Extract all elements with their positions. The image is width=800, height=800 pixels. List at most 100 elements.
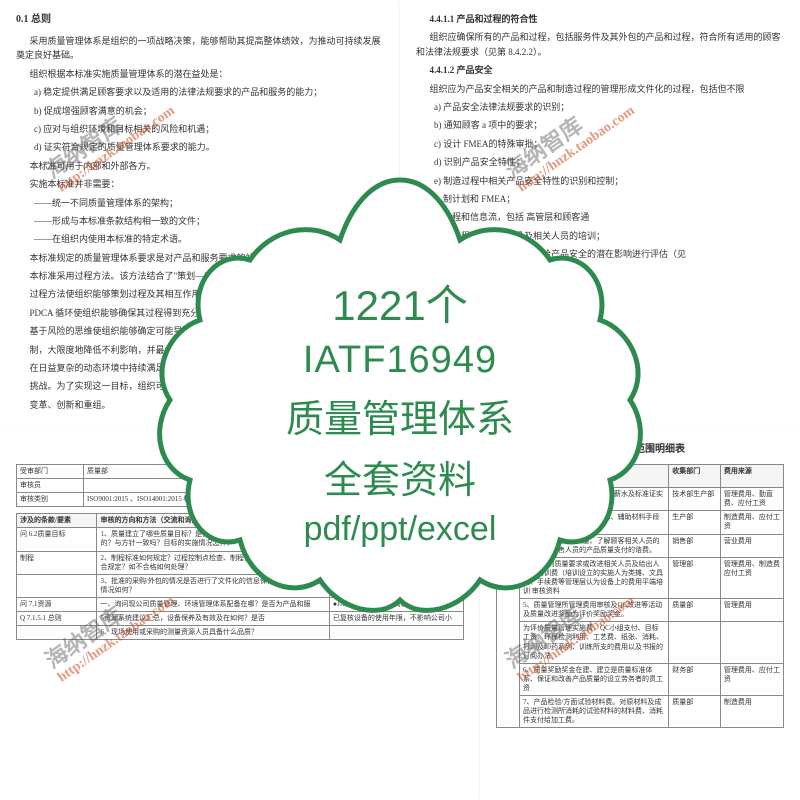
cell: 5资源系统建议汇总，设备保养及有效及在如何？是否 — [97, 612, 329, 626]
list-item: b) 促成增强顾客满意的机会； — [16, 104, 384, 118]
table-row: 归属资料 费用开支范围 收集部门 费用来源 — [497, 465, 784, 488]
table-row: 制程 2、制程标准如何规定？过程控制点检查、制程情况如何实施的？是否符合规定？如… — [17, 551, 464, 574]
cell: 2、制程标准如何规定？过程控制点检查、制程情况如何实施的？是否符合规定？如不合格… — [97, 551, 329, 574]
cell: 符合；目前设在实施 — [329, 574, 463, 597]
cell: 3、所方评定产品质量、了解顾客相关人员的差旅费和销售人员的产品质量支付的谘费。 — [519, 534, 668, 557]
cell: 2、为改变更生产支付的能源、辅助材料手段及借方绝缘的费用。 — [519, 511, 668, 534]
para: 组织应确保所有的产品和过程，包括服务件及其外包的产品和过程，符合所有适用的顾客和… — [416, 30, 784, 59]
table-row: 问 6.2质量目标 1、质量建立了哪些质量目标？是针对什么过程制定的目标管理方针… — [17, 528, 464, 551]
cell: 已复核设备的使用年限，不影响公司小 — [329, 612, 463, 626]
cell: 一、询问现公司质量管理、环境管理体系配备在哪？是否为产品和服 — [97, 597, 329, 611]
table-row: 为评价质量管理实施费、QC小组支付、目标工资、环保检测利用、工艺费、纸张、消耗、… — [497, 622, 784, 663]
para: 挑战。为了实现这一目标，组织可能会发现，除 — [16, 379, 384, 393]
document-cost-table: 质量成本范围明细表 归属资料 费用开支范围 收集部门 费用来源 1. 为改进更高… — [480, 430, 800, 800]
subsection-title: 4.4.1.2 产品安全 — [416, 63, 784, 77]
cell: 质量部 — [84, 465, 240, 479]
cell: 制造费用 — [720, 695, 783, 727]
cell: 审核员 — [17, 479, 84, 493]
cell: 财务部 — [669, 663, 721, 695]
cell: 1、质量建立了哪些质量目标？是针对什么过程制定的目标管理方针分解的？与方针一致吗… — [97, 528, 329, 551]
cell: 审核人 — [240, 465, 307, 479]
list-item: ——形成与本标准条款结构相一致的文件； — [16, 214, 384, 228]
cell — [720, 622, 783, 663]
list-item: 过程和信息流，包括 高管层和顾客通 — [416, 210, 784, 224]
para: 实施本标准并非需要： — [16, 177, 384, 191]
col-header: 现场审核情况 — [329, 514, 463, 528]
table-row: 7、产品检验/方面试验材料费。对原材料及成品进行检测所消耗的试验材料的材料费、消… — [497, 695, 784, 727]
table-row: 5、质量管理所管理费用审核及QC改进等活动及质量改进奖励为评价奖励奖金。 质量部… — [497, 599, 784, 622]
col-header: 费用来源 — [720, 465, 783, 488]
table-row: 6、现场使用或采购的测量资源人员具备什么品质？ — [17, 626, 464, 640]
para: 过程方法使组织能够策划过程及其相互作用。 — [16, 287, 384, 301]
col-header: 涉及的条款/要素 — [17, 514, 97, 528]
list-item: c) 设计 FMEA的特殊审批； — [416, 137, 784, 151]
para: 本标准采用过程方法。该方法结合了"策划—实施—检查—处置" — [16, 269, 384, 283]
table-row: 2、为改变更生产支付的能源、辅助材料手段及借方绝缘的费用。 生产部 制造费用、应… — [497, 511, 784, 534]
cell: 技术部生产部 — [669, 488, 721, 511]
list-item: b) 通知顾客 a 项中的要求； — [416, 118, 784, 132]
cell: 审核类别 — [17, 493, 84, 507]
cell: 为评价质量管理实施费、QC小组支付、目标工资、环保检测利用、工艺费、纸张、消耗、… — [519, 622, 668, 663]
cell: 问 7.1资源 — [17, 597, 97, 611]
table-row: 6、质量奖励奖金在建、建立是质量标准体系、保证和改善产品质量的设立劳务者的贯工资… — [497, 663, 784, 695]
table-row: 3、批准的采购/外包的情况是否进行了文件化的信息保存？上一次的审核情况如何？ 符… — [17, 574, 464, 597]
audit-detail-table: 涉及的条款/要素 审核的方向和方法（交流和询问/审阅/核查/检测/观察） 现场审… — [16, 513, 464, 640]
list-item: c) 应对与组织环境和目标相关的风险和机遇； — [16, 122, 384, 136]
col-header: 归属资料 — [497, 465, 520, 488]
table-row: 涉及的条款/要素 审核的方向和方法（交流和询问/审阅/核查/检测/观察） 现场审… — [17, 514, 464, 528]
cell: 受审部门 — [17, 465, 84, 479]
cell: 质量部 — [669, 599, 721, 622]
list-item: ——统一不同质量管理体系的架构； — [16, 196, 384, 210]
document-audit-table: 质量、环境管理体系 受审部门 质量部 审核人 审核员 审核日期 审核类别 ISO… — [0, 430, 480, 800]
document-product-safety: 4.4.1.1 产品和过程的符合性 组织应确保所有的产品和过程，包括服务件及其外… — [400, 0, 800, 430]
cell — [329, 626, 463, 640]
table-title: 质量成本范围明细表 — [496, 442, 784, 458]
cell: 问 6.2质量目标 — [17, 528, 97, 551]
cell — [17, 626, 97, 640]
cell: 制造费用、应付工资 — [720, 511, 783, 534]
table-row: 3、所方评定产品质量、了解顾客相关人员的差旅费和销售人员的产品质量支付的谘费。 … — [497, 534, 784, 557]
list-item: e) 制造过程中相关产品安全特性的识别和控制； — [416, 174, 784, 188]
cell: 生产部 — [669, 511, 721, 534]
list-item: 制计划和 FMEA； — [416, 192, 784, 206]
list-item: a) 产品安全法律法规要求的识别； — [416, 100, 784, 114]
cell: 6、质量奖励奖金在建、建立是质量标准体系、保证和改善产品质量的设立劳务者的贯工资 — [519, 663, 668, 695]
cost-detail-table: 归属资料 费用开支范围 收集部门 费用来源 1. 为改进更高的质量工艺人员的薪水… — [496, 464, 784, 728]
col-header: 收集部门 — [669, 465, 721, 488]
list-item: 条指定的资源（见 8.4.3.1）； — [416, 265, 784, 279]
cell: 6、现场使用或采购的测量资源人员具备什么品质？ — [97, 626, 329, 640]
list-item: 机构（通常为顾客） 所作的额外批准。 — [416, 302, 784, 316]
cell: 7、产品检验/方面试验材料费。对原材料及成品进行检测所消耗的试验材料的材料费、消… — [519, 695, 668, 727]
cell — [307, 465, 463, 479]
cell: 4、为达到质量要求或改进相关人员及给出人员的培训费（培训设立的实施人为类摊、文具… — [519, 557, 668, 598]
cell: Q 7.1.5.1 总则 — [17, 612, 97, 626]
audit-header-table: 受审部门 质量部 审核人 审核员 审核日期 审核类别 ISO9001:2015 … — [16, 464, 464, 507]
para: 组织应为产品安全相关的产品和制造过程的管理形成文件化的过程，包括但不限 — [416, 82, 784, 96]
para: PDCA 循环使组织能够确保其过程得到充分的资源和管理。 — [16, 306, 384, 320]
cell: 管理部 — [669, 557, 721, 598]
subsection-title: 4.4.1.1 产品和过程的符合性 — [416, 12, 784, 26]
table-row: 审核员 审核日期 — [17, 479, 464, 493]
cell: 质量部 — [669, 695, 721, 727]
cell: 管理费用 — [720, 599, 783, 622]
table-row: 审核类别 ISO9001:2015 、ISO14001:2015 标准（环境地理… — [17, 493, 464, 507]
cell: 审核日期 — [240, 479, 307, 493]
list-item: ——在组织内使用本标准的特定术语。 — [16, 232, 384, 246]
cell — [669, 622, 721, 663]
cell: 营业费用 — [720, 534, 783, 557]
para: 变革、创新和重组。 — [16, 398, 384, 412]
list-item: 的实施（见第 8.5.2.1） — [416, 284, 784, 298]
document-general-principles: 0.1 总则 采用质量管理体系是组织的一项战略决策，能够帮助其提高整体绩效，为推… — [0, 0, 400, 430]
table-row: 4、为达到质量要求或改进相关人员及给出人员的培训费（培训设立的实施人为类摊、文具… — [497, 557, 784, 598]
cell — [307, 479, 463, 493]
para: 组织根据本标准实施质量管理体系的潜在益处是： — [16, 67, 384, 81]
para: 基于风险的思维使组织能够确定可能导致其过程和质量 — [16, 324, 384, 338]
table-row: 受审部门 质量部 审核人 — [17, 465, 464, 479]
col-header: 费用开支范围 — [519, 465, 668, 488]
list-item: d) 识别产品安全特性； — [416, 155, 784, 169]
cell: 5、质量管理所管理费用审核及QC改进等活动及质量改进奖励为评价奖励奖金。 — [519, 599, 668, 622]
cell: 销售部 — [669, 534, 721, 557]
para: 采用质量管理体系是组织的一项战略决策，能够帮助其提高整体绩效，为推动可持续发展奠… — [16, 34, 384, 63]
list-item: 造过程中涉及的产品及相关人员的培训； — [416, 229, 784, 243]
list-item: d) 证实符合规定的质量管理体系要求的能力。 — [16, 140, 384, 154]
